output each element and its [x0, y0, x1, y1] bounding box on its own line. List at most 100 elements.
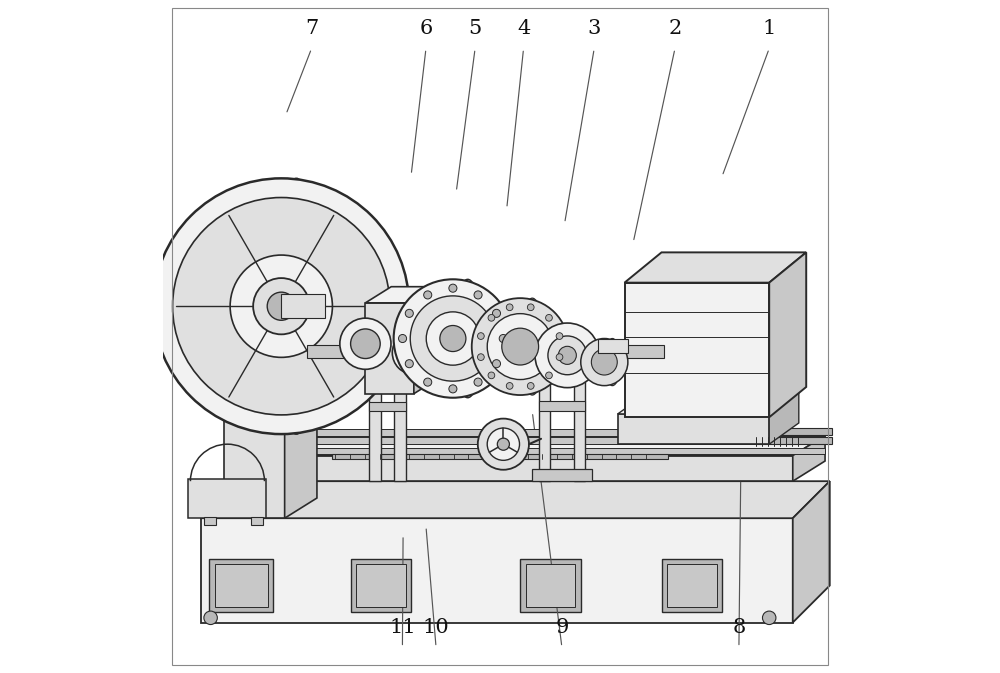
Bar	[369, 340, 381, 481]
Bar	[288, 429, 825, 436]
Circle shape	[488, 372, 495, 379]
Circle shape	[410, 296, 496, 381]
Polygon shape	[414, 287, 440, 394]
Text: 4: 4	[517, 19, 530, 38]
Circle shape	[392, 331, 435, 374]
Circle shape	[449, 284, 457, 292]
Bar	[520, 559, 581, 612]
Polygon shape	[285, 397, 317, 518]
Bar	[369, 402, 406, 411]
Bar	[394, 340, 406, 481]
Ellipse shape	[453, 279, 483, 398]
Bar	[188, 479, 266, 518]
Circle shape	[492, 310, 501, 318]
Circle shape	[405, 310, 413, 318]
Circle shape	[424, 291, 432, 299]
Circle shape	[153, 178, 409, 434]
Circle shape	[204, 611, 217, 625]
Circle shape	[527, 304, 534, 311]
Circle shape	[548, 336, 587, 375]
Bar	[288, 437, 825, 444]
Bar	[756, 437, 832, 444]
Circle shape	[492, 359, 501, 367]
Bar	[539, 401, 585, 411]
Bar	[204, 517, 216, 525]
Circle shape	[426, 312, 480, 365]
Circle shape	[340, 318, 391, 369]
Circle shape	[488, 314, 495, 321]
Bar	[365, 303, 414, 394]
Text: 8: 8	[732, 618, 746, 637]
Bar	[251, 517, 263, 525]
Bar	[756, 428, 832, 435]
Bar	[625, 283, 769, 417]
Bar	[574, 353, 585, 481]
Bar	[618, 414, 769, 444]
Circle shape	[581, 339, 628, 386]
Bar	[351, 559, 411, 612]
Polygon shape	[201, 481, 830, 518]
Text: 6: 6	[419, 19, 433, 38]
Text: 11: 11	[389, 618, 416, 637]
Circle shape	[405, 359, 413, 367]
Circle shape	[402, 341, 426, 365]
Text: 5: 5	[468, 19, 482, 38]
Bar	[288, 448, 825, 454]
Ellipse shape	[520, 298, 544, 395]
Circle shape	[267, 292, 295, 320]
Circle shape	[424, 378, 432, 386]
Bar	[662, 559, 722, 612]
Circle shape	[399, 334, 407, 343]
Bar	[209, 559, 273, 612]
Circle shape	[351, 329, 380, 359]
Bar	[332, 454, 668, 459]
Polygon shape	[769, 252, 806, 417]
Bar	[215, 564, 268, 607]
Bar	[532, 469, 592, 481]
Text: 9: 9	[555, 618, 569, 637]
Circle shape	[474, 378, 482, 386]
Circle shape	[556, 354, 563, 361]
Circle shape	[591, 349, 617, 375]
Polygon shape	[224, 397, 317, 417]
Circle shape	[527, 382, 534, 389]
Ellipse shape	[275, 178, 318, 434]
Bar	[288, 456, 793, 481]
Bar	[356, 564, 406, 607]
Circle shape	[546, 372, 552, 379]
Circle shape	[449, 385, 457, 393]
Polygon shape	[793, 481, 830, 623]
Circle shape	[394, 279, 512, 398]
Circle shape	[556, 332, 563, 339]
Bar	[224, 417, 285, 518]
Bar	[539, 353, 550, 481]
Polygon shape	[793, 435, 825, 481]
Circle shape	[487, 428, 520, 460]
Polygon shape	[365, 287, 440, 303]
Text: 3: 3	[588, 19, 601, 38]
Text: 1: 1	[763, 19, 776, 38]
Circle shape	[487, 314, 553, 380]
Polygon shape	[369, 328, 400, 340]
Circle shape	[506, 304, 513, 311]
Text: 2: 2	[668, 19, 682, 38]
Circle shape	[472, 298, 569, 395]
Circle shape	[499, 334, 507, 343]
Text: 10: 10	[423, 618, 449, 637]
Circle shape	[253, 278, 309, 334]
Circle shape	[230, 255, 332, 357]
Circle shape	[762, 611, 776, 625]
Circle shape	[502, 328, 539, 365]
Circle shape	[478, 332, 484, 339]
Polygon shape	[394, 328, 425, 340]
Circle shape	[546, 314, 552, 321]
Circle shape	[558, 347, 576, 364]
Polygon shape	[618, 393, 799, 414]
Circle shape	[535, 323, 600, 388]
Bar	[307, 345, 664, 358]
Circle shape	[440, 326, 466, 351]
Text: 7: 7	[305, 19, 318, 38]
Circle shape	[506, 382, 513, 389]
Polygon shape	[288, 435, 825, 456]
Circle shape	[474, 291, 482, 299]
